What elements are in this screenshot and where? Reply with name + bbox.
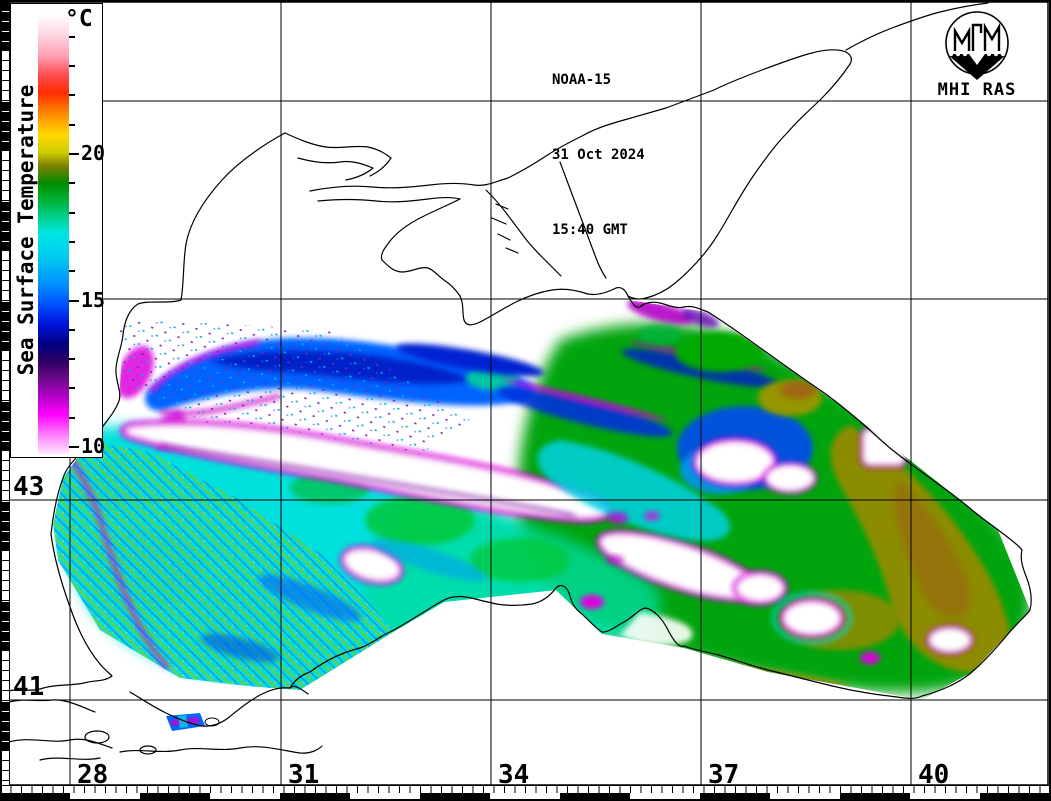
- coastline: [8, 2, 1032, 761]
- colorbar-minor-tick: [69, 416, 75, 419]
- colorbar-minor-tick: [69, 182, 75, 185]
- bottom-degree-ruler: [0, 793, 1051, 801]
- mhi-ras-emblem: [945, 11, 1009, 80]
- colorbar-major-tick: [69, 446, 79, 448]
- left-degree-ruler: [0, 0, 10, 785]
- mhi-ras-logo: MHI RAS: [917, 6, 1037, 102]
- acquisition-time: 15:40 GMT: [552, 222, 628, 238]
- colorbar-minor-tick: [69, 358, 75, 361]
- colorbar-gradient: [38, 14, 69, 454]
- longitude-label: 34: [498, 760, 530, 790]
- colorbar-tick-label: 15: [81, 287, 106, 312]
- latitude-label: 43: [13, 472, 45, 502]
- longitude-label: 37: [708, 760, 740, 790]
- acquisition-date: 31 Oct 2024: [552, 147, 645, 163]
- graticule: [9, 2, 1048, 785]
- colorbar-minor-tick: [69, 123, 75, 126]
- logo-label: MHI RAS: [937, 80, 1017, 100]
- latitude-label: 41: [13, 672, 45, 702]
- colorbar-tick-label: 20: [81, 141, 106, 165]
- colorbar-major-tick: [69, 153, 79, 155]
- colorbar-tick-label: 10: [81, 434, 106, 458]
- colorbar-minor-tick: [69, 65, 75, 68]
- colorbar-minor-tick: [69, 328, 75, 331]
- marmara-sst-patch: [166, 713, 220, 731]
- longitude-label: 40: [918, 760, 950, 790]
- colorbar-minor-tick: [69, 35, 75, 38]
- acquisition-info: NOAA-15 31 Oct 2024 15:40 GMT: [552, 18, 645, 293]
- satellite-name: NOAA-15: [552, 72, 612, 88]
- longitude-label: 28: [77, 760, 109, 790]
- colorbar-minor-tick: [69, 240, 75, 243]
- longitude-label: 31: [288, 760, 320, 790]
- colorbar-major-tick: [69, 299, 79, 302]
- colorbar-minor-tick: [69, 94, 75, 97]
- colorbar-legend: °C Sea Surface Temperature 20 15 10: [10, 3, 105, 458]
- colorbar-minor-tick: [69, 270, 75, 273]
- colorbar-minor-tick: [69, 211, 75, 214]
- colorbar-unit-label: °C: [65, 6, 93, 32]
- colorbar-minor-tick: [69, 387, 75, 390]
- sst-field: [51, 299, 1030, 693]
- colorbar-title: Sea Surface Temperature: [14, 84, 38, 376]
